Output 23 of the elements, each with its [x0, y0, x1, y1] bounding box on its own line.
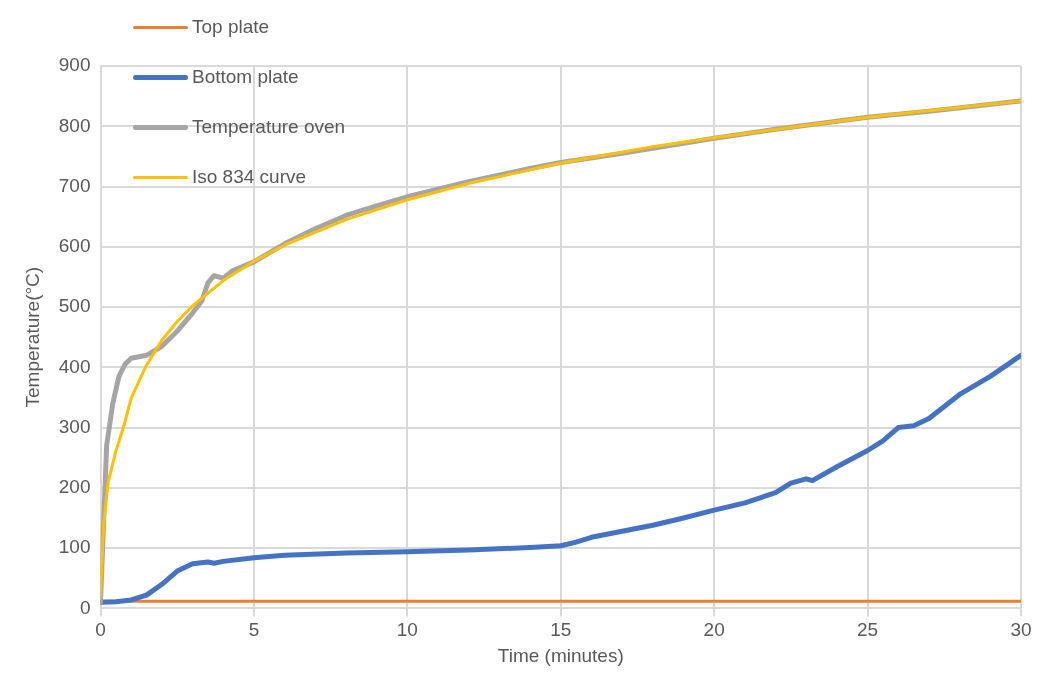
- x-tick-label: 15: [550, 619, 572, 641]
- legend-label: Iso 834 curve: [192, 166, 307, 188]
- y-tick-label: 400: [58, 355, 91, 377]
- y-tick-label: 600: [58, 235, 91, 257]
- legend-label: Bottom plate: [192, 66, 299, 88]
- x-tick-label: 5: [248, 619, 260, 641]
- y-tick-label: 0: [79, 596, 91, 618]
- legend-label: Temperature oven: [192, 116, 346, 138]
- y-axis-title: Temperature(°C): [21, 266, 43, 408]
- y-tick-label: 500: [58, 295, 91, 317]
- x-tick-label: 20: [703, 619, 725, 641]
- y-tick-label: 200: [58, 476, 91, 498]
- y-tick-label: 100: [58, 536, 91, 558]
- y-tick-label: 700: [58, 174, 91, 196]
- y-tick-label: 900: [58, 54, 91, 76]
- x-tick-label: 25: [857, 619, 879, 641]
- x-axis-title: Time (minutes): [497, 644, 624, 666]
- y-tick-label: 300: [58, 415, 91, 437]
- x-tick-label: 10: [396, 619, 418, 641]
- x-tick-label: 0: [95, 619, 106, 641]
- x-tick-label: 30: [1010, 619, 1032, 641]
- y-tick-label: 800: [58, 114, 91, 136]
- legend-label: Top plate: [192, 16, 270, 38]
